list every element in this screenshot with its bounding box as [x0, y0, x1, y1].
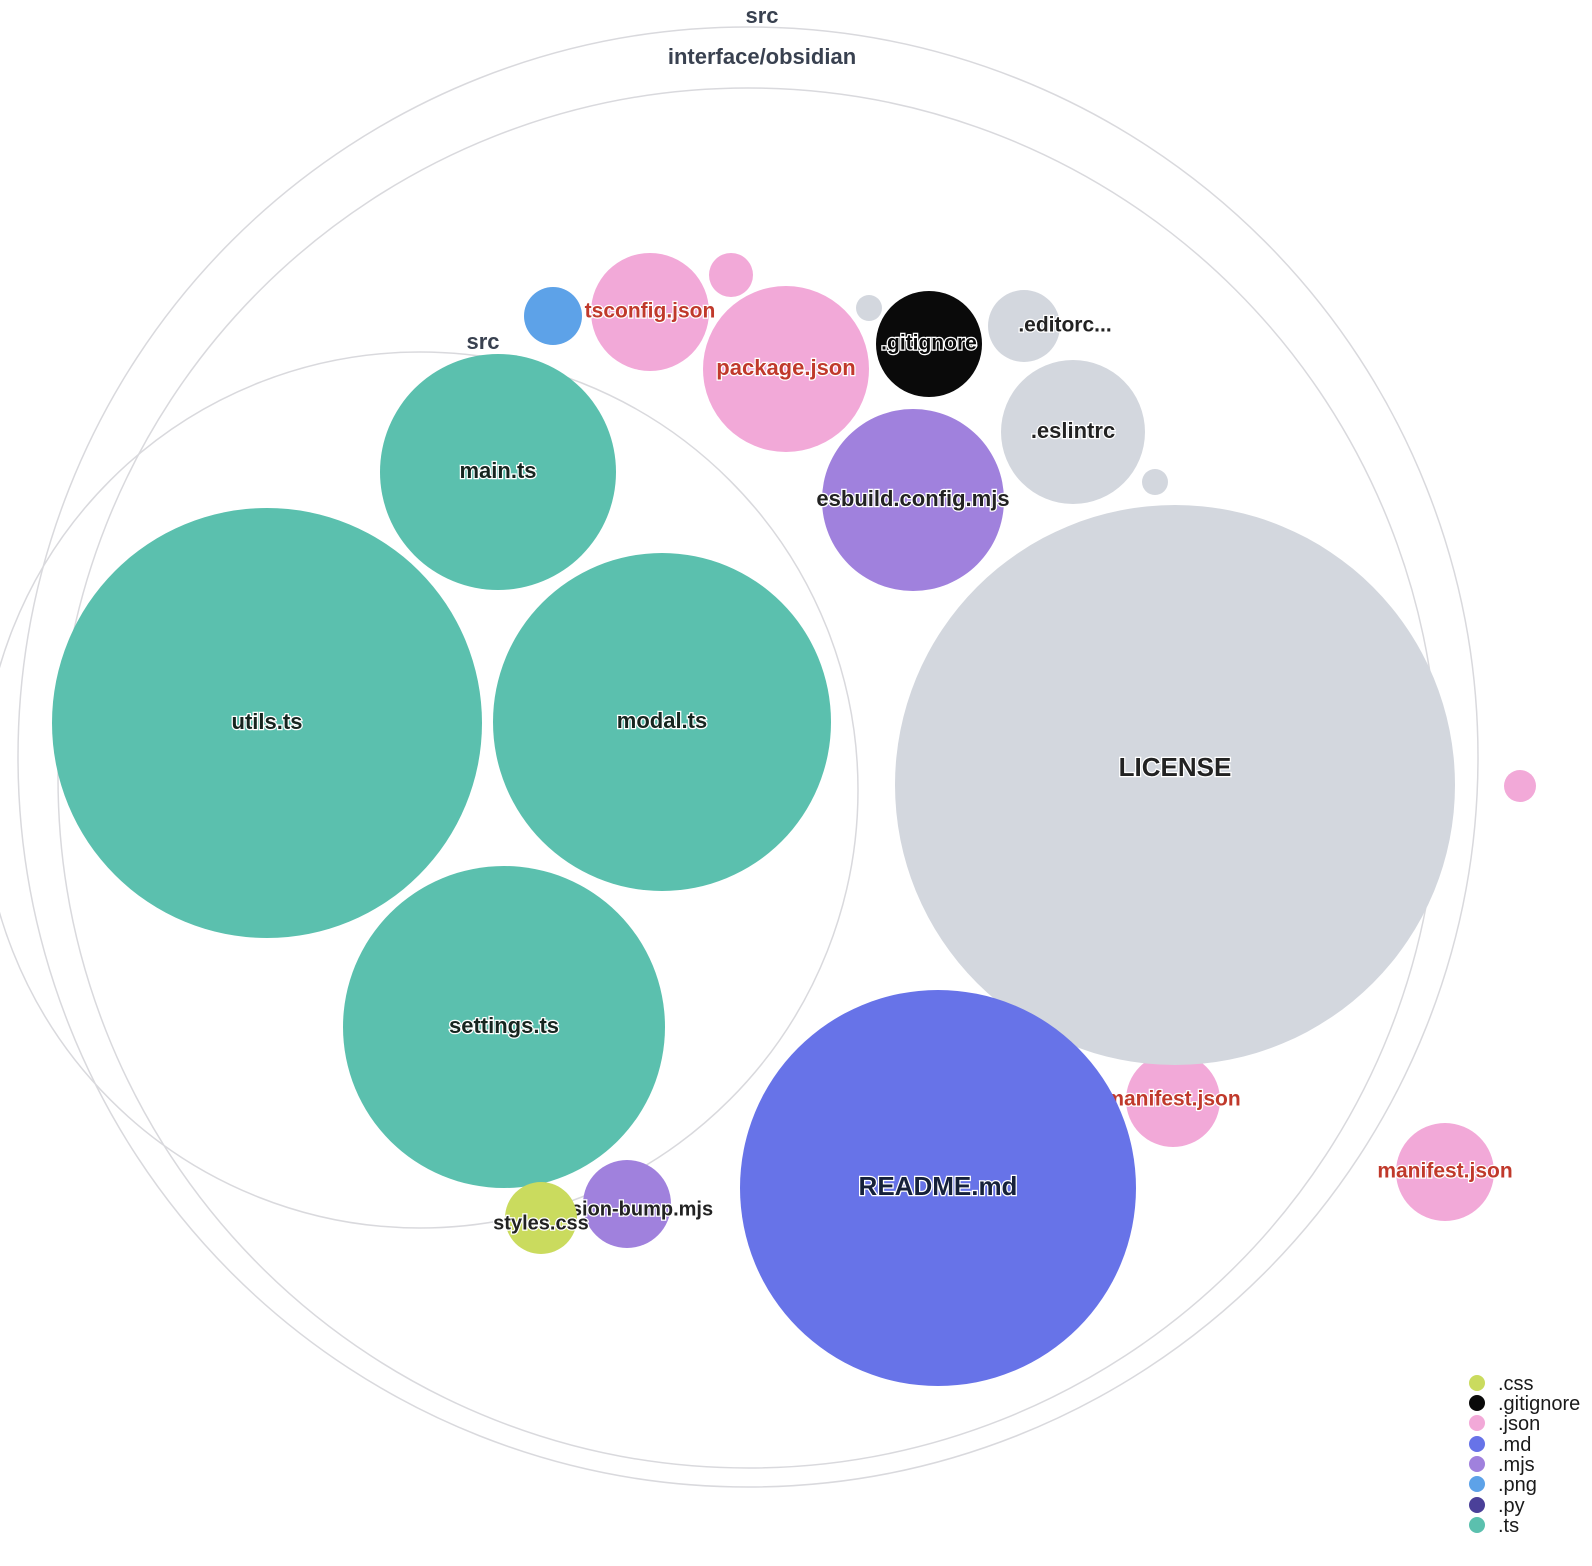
- svg-text:tsconfig.json: tsconfig.json: [585, 300, 716, 323]
- svg-text:manifest.json: manifest.json: [1377, 1160, 1512, 1183]
- svg-text:LICENSE: LICENSE: [1119, 752, 1232, 782]
- svg-text:.gitignore: .gitignore: [1498, 1393, 1580, 1415]
- svg-text:src: src: [745, 3, 778, 28]
- svg-text:styles.css: styles.css: [493, 1212, 589, 1234]
- svg-text:manifest.json: manifest.json: [1105, 1088, 1240, 1111]
- svg-text:.ts: .ts: [1498, 1515, 1519, 1537]
- svg-text:package.json: package.json: [716, 355, 855, 380]
- svg-text:settings.ts: settings.ts: [449, 1013, 559, 1038]
- svg-text:main.ts: main.ts: [459, 458, 536, 483]
- svg-text:.css: .css: [1498, 1373, 1534, 1395]
- svg-text:.png: .png: [1498, 1474, 1537, 1496]
- svg-text:src: src: [466, 329, 499, 354]
- svg-text:utils.ts: utils.ts: [232, 709, 303, 734]
- svg-text:interface/obsidian: interface/obsidian: [668, 44, 856, 69]
- svg-text:.py: .py: [1498, 1495, 1525, 1517]
- svg-text:.editorc...: .editorc...: [1018, 314, 1111, 337]
- svg-text:esbuild.config.mjs: esbuild.config.mjs: [816, 486, 1009, 511]
- svg-text:.gitignore: .gitignore: [881, 332, 977, 355]
- svg-text:.md: .md: [1498, 1434, 1531, 1456]
- svg-text:README.md: README.md: [859, 1171, 1018, 1201]
- svg-text:.json: .json: [1498, 1413, 1540, 1435]
- svg-text:.eslintrc: .eslintrc: [1031, 418, 1115, 443]
- svg-text:modal.ts: modal.ts: [617, 708, 707, 733]
- svg-text:.mjs: .mjs: [1498, 1454, 1535, 1476]
